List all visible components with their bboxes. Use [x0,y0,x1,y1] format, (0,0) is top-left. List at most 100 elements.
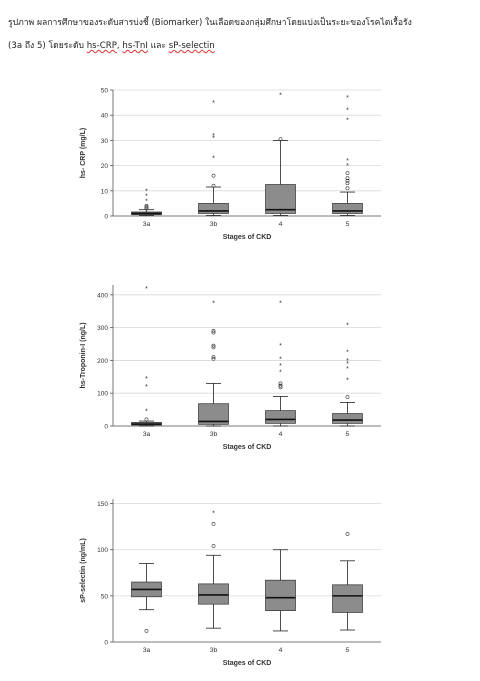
extreme-point: * [346,366,349,373]
y-tick-label: 300 [97,325,108,332]
outlier-point [211,355,216,360]
y-tick-label: 0 [104,214,108,221]
outlier-point [211,343,216,348]
figure-caption: รูปภาพ ผลการศึกษาของระดับสารบ่งชี้ (Biom… [8,12,476,58]
outlier-point [278,383,283,388]
box-4 [265,184,296,214]
chart-panel-sp-selectin: 0 50 100 150 3a * 3b 4 5 Stages of CKD sP-selectin… [75,485,385,675]
caption-line-1: รูปภาพ ผลการศึกษาของระดับสารบ่งชี้ (Biom… [8,18,412,28]
y-tick-label: 50 [101,88,109,95]
outlier-point [345,181,350,186]
outlier-point [345,176,350,181]
y-tick-label: 0 [104,640,108,647]
outlier-point [211,544,216,548]
sp-selectin-boxplot: 0 50 100 150 3a * 3b 4 5 Stages of CKD sP-selectin… [80,499,381,667]
outlier-point [144,206,149,211]
caption-term-sp-selectin: sP-selectin [168,41,215,51]
y-tick-label: 50 [101,593,109,600]
extreme-point: * [145,198,148,205]
extreme-point: * [145,286,148,293]
box-5 [332,413,363,424]
x-axis-title: Stages of CKD [223,444,272,451]
caption-sep-1: , [116,41,123,51]
x-tick-label: 3a [143,431,151,438]
y-tick-label: 10 [101,188,109,195]
extreme-point: * [279,93,282,100]
extreme-point: * [346,158,349,165]
y-axis-title: hs- CRP (mg/L) [80,128,87,178]
extreme-point: * [346,118,349,125]
y-axis-title: hs-Troponin-I (ng/L) [80,322,87,388]
outlier-point [345,395,350,400]
extreme-point: * [279,301,282,308]
extreme-point: * [145,409,148,416]
x-tick-label: 4 [279,221,283,228]
x-axis-title: Stages of CKD [223,660,272,667]
extreme-point: * [212,510,215,517]
x-axis-title: Stages of CKD [223,234,272,241]
outlier-point [211,330,216,335]
outlier-point [144,204,149,208]
hs-troponin-boxplot: 0100200300400****3a*3b*****4******5Stage… [80,285,381,451]
x-tick-label: 5 [346,647,350,654]
box-3b [198,583,229,605]
y-tick-label: 40 [101,113,109,120]
outlier-point [345,186,350,191]
box-5 [332,584,363,613]
chart-panel-hs-crp: 0 10 20 30 40 50 * * * 3a * * * * 3b * 4 * * * * * 5 Stages of … [75,80,385,250]
x-tick-label: 3a [143,221,151,228]
x-tick-label: 5 [346,221,350,228]
extreme-point: * [279,369,282,376]
extreme-point: * [346,378,349,385]
extreme-point: * [346,163,349,170]
x-tick-label: 3b [210,647,218,654]
outlier-point [345,532,350,536]
caption-sep-2: และ [147,41,169,51]
outlier-point [144,417,149,422]
outlier-point [278,381,283,386]
outlier-point [278,137,283,142]
box-4 [265,410,296,424]
y-tick-label: 100 [97,391,108,398]
outlier-point [345,178,350,183]
extreme-point: * [145,384,148,391]
x-tick-label: 3b [210,221,218,228]
extreme-point: * [145,193,148,200]
y-tick-label: 20 [101,163,109,170]
outlier-point [278,385,283,390]
box-3b [198,403,229,425]
y-tick-label: 150 [97,501,108,508]
extreme-point: * [346,358,349,365]
caption-prefix: (3a ถึง 5) โดยระดับ [8,41,87,51]
outlier-point [211,356,216,361]
x-tick-label: 4 [279,431,283,438]
y-tick-label: 30 [101,138,109,145]
extreme-point: * [279,343,282,350]
extreme-point: * [346,108,349,115]
caption-line-2: (3a ถึง 5) โดยระดับ hs-CRP, hs-TnI และ s… [8,35,476,58]
extreme-point: * [346,361,349,368]
extreme-point: * [212,301,215,308]
outlier-point [211,522,216,526]
caption-term-hs-crp: hs-CRP [86,41,117,51]
box-5 [332,203,363,214]
y-tick-label: 200 [97,358,108,365]
box-4 [265,579,296,611]
x-tick-label: 3a [143,647,151,654]
extreme-point: * [279,363,282,370]
outlier-point [211,345,216,350]
caption-term-hs-tni: hs-TnI [122,41,148,51]
outlier-point [345,171,350,176]
y-tick-label: 400 [97,292,108,299]
extreme-point: * [212,133,215,140]
x-tick-label: 5 [346,431,350,438]
extreme-point: * [212,156,215,163]
extreme-point: * [279,356,282,363]
chart-panel-hs-troponin: 0 100 200 300 400 * * * * 3a * 3b * * * * * 4 * * * * * * 5 Stage… [75,275,385,460]
extreme-point: * [346,95,349,102]
extreme-point: * [212,135,215,142]
x-tick-label: 3b [210,431,218,438]
extreme-point: * [145,188,148,195]
y-tick-label: 0 [104,424,108,431]
